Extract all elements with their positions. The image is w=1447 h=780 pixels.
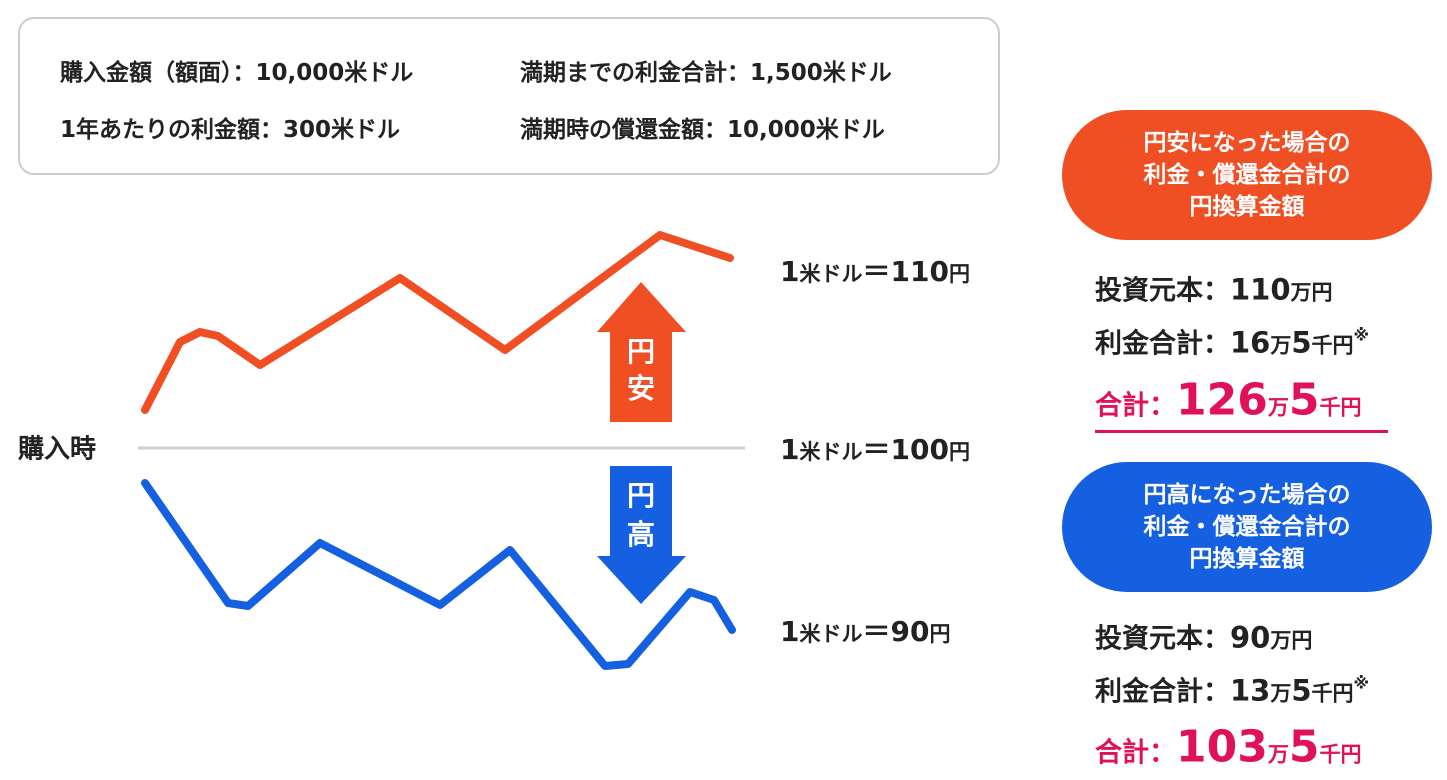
arrow-label: 高 (627, 518, 655, 551)
text-part: 万円 (1270, 628, 1313, 653)
interest: 利金合計：13万5千円※ (1095, 670, 1369, 709)
text-part: 円 (948, 440, 970, 464)
text-part: 円 (929, 622, 951, 646)
total-underline (1095, 430, 1388, 433)
text-part: 5 (1291, 673, 1312, 708)
text-part: 利金合計： (1095, 676, 1230, 708)
text-part: 投資元本： (1095, 623, 1230, 655)
text-part: ※ (1353, 325, 1370, 345)
text-part: 103 (1176, 721, 1268, 773)
summary-item: 満期時の償還金額：10,000米ドル (520, 117, 885, 143)
text-part: ＝110 (862, 255, 949, 288)
text-part: 万 (1270, 681, 1292, 706)
arrow-label: 円 (627, 479, 655, 512)
text-part: 万 (1267, 395, 1289, 420)
rate-label: 1米ドル＝110円 (780, 250, 970, 290)
arrow-label: 円 (627, 335, 655, 368)
panel-title-line: 円換算金額 (1189, 546, 1305, 572)
text-part: 円 (948, 262, 970, 286)
weak-yen-line (141, 231, 734, 414)
text-part: 利金合計： (1095, 328, 1230, 360)
total: 合計：103万5千円 (1095, 721, 1361, 772)
text-part: 126 (1176, 374, 1268, 426)
summary-item: 1年あたりの利金額：300米ドル (60, 117, 401, 143)
text-part: 万円 (1290, 280, 1333, 305)
text-part: 千円 (1311, 333, 1354, 358)
strong-yen-line (141, 479, 736, 670)
illustration: 円 安 円 高 (138, 231, 745, 670)
text-part: 千円 (1319, 395, 1362, 420)
panel-title-line: 利金・償還金合計の (1143, 162, 1351, 188)
text-part: 1 (780, 615, 800, 648)
panel-title: 円安になった場合の 利金・償還金合計の 円換算金額 (1062, 110, 1432, 240)
text-part: 90 (1230, 620, 1271, 655)
panel-title-line: 利金・償還金合計の (1143, 514, 1351, 540)
text-part: 13 (1230, 673, 1271, 708)
text-part: 5 (1291, 325, 1312, 360)
rate-label: 1米ドル＝100円 (780, 428, 970, 468)
text-part: 16 (1230, 325, 1271, 360)
panel-title: 円高になった場合の 利金・償還金合計の 円換算金額 (1062, 462, 1432, 592)
text-part: 万 (1267, 742, 1289, 767)
down-arrow: 円 高 (597, 466, 686, 604)
panel-title-line: 円換算金額 (1189, 194, 1305, 220)
text-part: 1 (780, 433, 800, 466)
rate-label: 1米ドル＝90円 (780, 610, 950, 650)
text-part: 合計： (1095, 390, 1176, 422)
text-part: 5 (1288, 721, 1320, 773)
summary-item: 満期までの利金合計：1,500米ドル (520, 60, 892, 86)
summary-box (18, 17, 1000, 175)
text-part: 110 (1230, 272, 1291, 307)
summary-item: 購入金額（額面）：10,000米ドル (60, 60, 414, 86)
panel-title-line: 円安になった場合の (1143, 130, 1351, 156)
text-part: 米ドル (799, 622, 863, 646)
text-part: ＝100 (862, 433, 949, 466)
text-part: 千円 (1319, 742, 1362, 767)
arrow-label: 安 (627, 372, 655, 405)
text-part: 千円 (1311, 681, 1354, 706)
text-part: ＝90 (862, 615, 930, 648)
principal: 投資元本：110万円 (1095, 269, 1333, 308)
up-arrow: 円 安 (597, 282, 686, 422)
text-part: ※ (1353, 673, 1370, 693)
text-part: 1 (780, 255, 800, 288)
text-part: 米ドル (799, 262, 863, 286)
principal: 投資元本：90万円 (1095, 617, 1312, 656)
text-part: 合計： (1095, 737, 1176, 769)
text-part: 5 (1288, 374, 1320, 426)
baseline-label: 購入時 (18, 434, 97, 465)
text-part: 米ドル (799, 440, 863, 464)
total: 合計：126万5千円 (1095, 374, 1361, 425)
text-part: 万 (1270, 333, 1292, 358)
interest: 利金合計：16万5千円※ (1095, 322, 1369, 361)
panel-title-line: 円高になった場合の (1143, 482, 1351, 508)
text-part: 投資元本： (1095, 275, 1230, 307)
